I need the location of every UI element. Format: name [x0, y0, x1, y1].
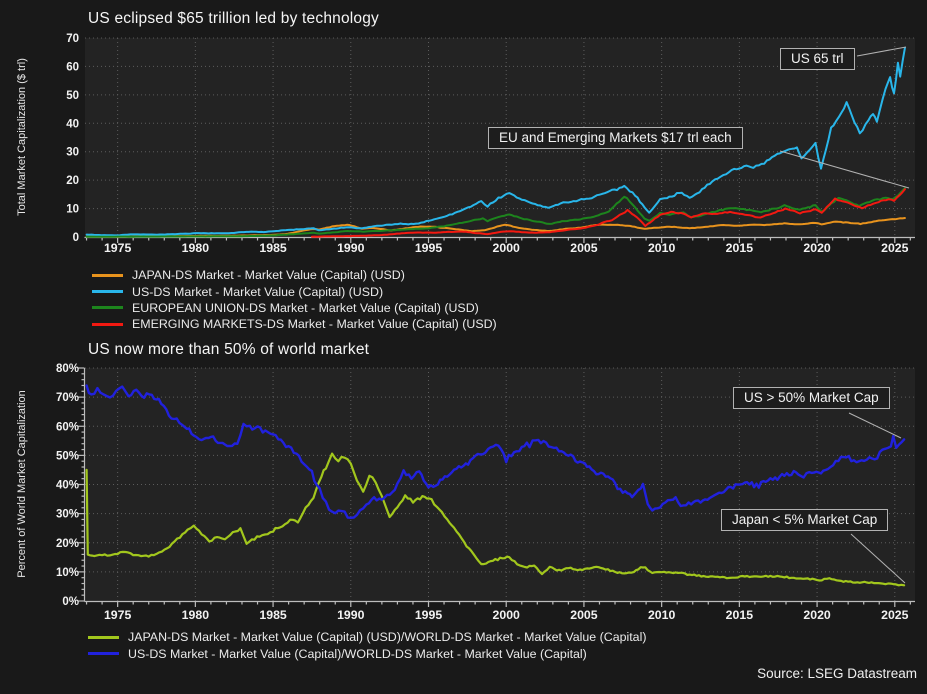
svg-text:20: 20 — [66, 175, 79, 187]
annotation-eu-emerging-17-trl: EU and Emerging Markets $17 trl each — [488, 127, 743, 149]
series-line-0 — [85, 452, 906, 587]
legend-us-world-share-label: US-DS Market - Market Value (Capital)/WO… — [128, 646, 587, 661]
legend-us: US-DS Market - Market Value (Capital) (U… — [92, 283, 497, 299]
tick-labels: 0 10 20 30 40 50 60 70 1975 1980 1985 1990 1995 2000 2… — [66, 33, 908, 255]
annotation-us-over-50pct: US > 50% Market Cap — [733, 387, 890, 409]
svg-text:1975: 1975 — [104, 241, 132, 255]
legend-us-label: US-DS Market - Market Value (Capital) (U… — [132, 284, 384, 299]
svg-text:70%: 70% — [56, 392, 79, 404]
svg-text:50%: 50% — [56, 450, 79, 462]
svg-text:2015: 2015 — [726, 608, 754, 622]
series-line-1 — [85, 46, 906, 237]
legend-emerging-markets-label: EMERGING MARKETS-DS Market - Market Valu… — [132, 317, 497, 332]
top-chart-title: US eclipsed $65 trillion led by technolo… — [88, 10, 380, 27]
callout-lines — [848, 412, 906, 584]
legend-japan-world-share: JAPAN-DS Market - Market Value (Capital)… — [88, 629, 646, 645]
svg-text:50: 50 — [66, 90, 79, 102]
legend-emerging-markets: EMERGING MARKETS-DS Market - Market Valu… — [92, 316, 497, 332]
svg-text:40%: 40% — [56, 480, 79, 492]
legend-japan-world-share-label: JAPAN-DS Market - Market Value (Capital)… — [128, 630, 647, 645]
us-line-swatch — [92, 290, 123, 294]
series-lines — [85, 46, 906, 238]
svg-text:70: 70 — [66, 33, 79, 45]
us-share-line-swatch — [88, 652, 119, 656]
svg-text:0%: 0% — [62, 596, 79, 608]
svg-text:2020: 2020 — [803, 608, 831, 622]
emerging-markets-line-swatch — [92, 322, 123, 326]
legend-japan-label: JAPAN-DS Market - Market Value (Capital)… — [132, 268, 405, 283]
svg-text:1995: 1995 — [415, 241, 443, 255]
svg-text:80%: 80% — [56, 363, 79, 375]
bottom-chart-title: US now more than 50% of world market — [88, 341, 370, 358]
japan-share-line-swatch — [88, 635, 119, 639]
svg-text:30: 30 — [66, 147, 79, 159]
series-line-2 — [85, 187, 906, 238]
svg-text:0: 0 — [73, 232, 79, 244]
source-note: Source: LSEG Datastream — [757, 666, 917, 681]
eu-line-swatch — [92, 306, 123, 310]
svg-text:2025: 2025 — [881, 241, 909, 255]
legend-eu-label: EUROPEAN UNION-DS Market - Market Value … — [132, 300, 479, 315]
svg-text:1975: 1975 — [104, 608, 132, 622]
svg-text:2000: 2000 — [493, 241, 521, 255]
axes — [84, 236, 915, 243]
series-lines — [85, 384, 906, 587]
top-chart-legend: JAPAN-DS Market - Market Value (Capital)… — [92, 267, 497, 333]
svg-text:2015: 2015 — [726, 241, 754, 255]
svg-text:40: 40 — [66, 118, 79, 130]
svg-text:60: 60 — [66, 61, 79, 73]
svg-text:2010: 2010 — [648, 241, 676, 255]
svg-text:10%: 10% — [56, 567, 79, 579]
svg-text:2025: 2025 — [881, 608, 909, 622]
svg-text:1980: 1980 — [182, 608, 210, 622]
tick-labels: 0% 10% 20% 30% 40% 50% 60% 70% 80% 1975 1980 1985 19… — [56, 363, 909, 622]
top-chart-y-axis-label: Total Market Capitalization ($ trl) — [16, 58, 28, 216]
svg-text:2020: 2020 — [803, 241, 831, 255]
svg-text:1990: 1990 — [337, 608, 365, 622]
svg-text:1990: 1990 — [337, 241, 365, 255]
svg-text:10: 10 — [66, 204, 79, 216]
svg-text:2000: 2000 — [493, 608, 521, 622]
legend-us-world-share: US-DS Market - Market Value (Capital)/WO… — [88, 645, 646, 661]
svg-text:1985: 1985 — [259, 241, 287, 255]
svg-text:1995: 1995 — [415, 608, 443, 622]
callout-lines — [779, 46, 910, 189]
top-chart-plot: 0 10 20 30 40 50 60 70 1975 1980 1985 1990 1995 2000 2… — [66, 33, 915, 255]
legend-eu: EUROPEAN UNION-DS Market - Market Value … — [92, 300, 497, 316]
svg-text:1980: 1980 — [182, 241, 210, 255]
svg-text:2010: 2010 — [648, 608, 676, 622]
svg-text:2005: 2005 — [570, 241, 598, 255]
svg-text:2005: 2005 — [570, 608, 598, 622]
annotation-us-65-trl: US 65 trl — [780, 48, 855, 70]
series-line-1 — [85, 384, 906, 519]
svg-text:30%: 30% — [56, 509, 79, 521]
axes — [78, 367, 915, 607]
svg-text:60%: 60% — [56, 421, 79, 433]
legend-japan: JAPAN-DS Market - Market Value (Capital)… — [92, 267, 497, 283]
annotation-japan-under-5pct: Japan < 5% Market Cap — [721, 509, 889, 531]
bottom-chart-y-axis-label: Percent of World Market Capitalization — [16, 390, 28, 578]
svg-text:1985: 1985 — [259, 608, 287, 622]
series-line-3 — [310, 188, 906, 238]
bottom-chart-legend: JAPAN-DS Market - Market Value (Capital)… — [88, 629, 646, 662]
svg-text:20%: 20% — [56, 538, 79, 550]
japan-line-swatch — [92, 273, 123, 277]
